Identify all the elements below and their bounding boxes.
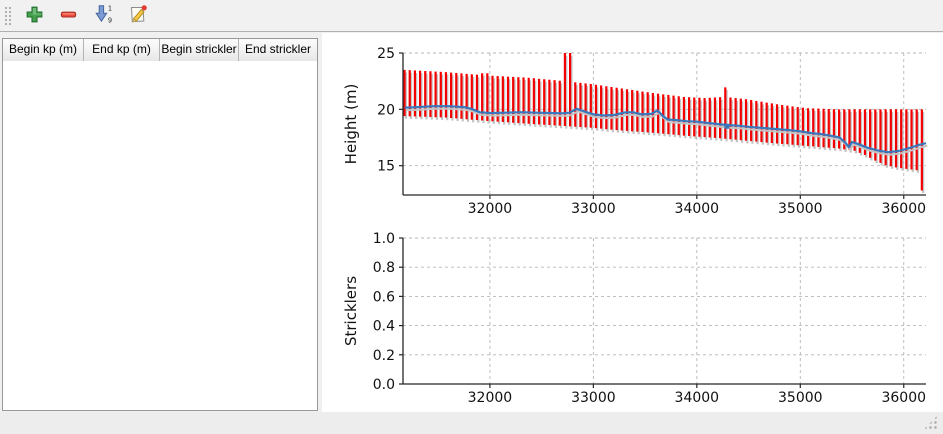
svg-text:33000: 33000	[571, 390, 616, 406]
window-resize-grip[interactable]	[923, 415, 938, 430]
svg-text:34000: 34000	[675, 390, 720, 406]
svg-text:35000: 35000	[778, 201, 823, 217]
svg-text:33000: 33000	[571, 201, 616, 217]
svg-text:0.6: 0.6	[373, 289, 395, 305]
height-and-stricklers-figure: 32000 33000 34000 35000 36000 15 20 25 Height (m…	[342, 46, 928, 406]
toolbar: 1 9	[0, 0, 943, 32]
svg-text:36000: 36000	[881, 201, 926, 217]
svg-text:20: 20	[377, 102, 395, 118]
svg-text:0.0: 0.0	[373, 377, 395, 393]
sort-numeric-button[interactable]: 1 9	[91, 3, 117, 29]
table-body-empty[interactable]	[3, 61, 317, 410]
column-header-end-kp[interactable]: End kp (m)	[84, 39, 160, 61]
table-header-row: Begin kp (m) End kp (m) Begin strickler …	[3, 39, 317, 62]
svg-text:36000: 36000	[881, 390, 926, 406]
svg-text:32000: 32000	[468, 201, 513, 217]
charts-panel: 32000 33000 34000 35000 36000 15 20 25 Height (m…	[322, 33, 943, 412]
svg-text:34000: 34000	[675, 201, 720, 217]
column-header-end-strickler[interactable]: End strickler	[244, 42, 312, 56]
strickler-table: Begin kp (m) End kp (m) Begin strickler …	[2, 38, 318, 411]
svg-text:0.8: 0.8	[373, 260, 395, 276]
edit-icon	[127, 4, 148, 28]
plus-icon	[26, 6, 43, 26]
svg-text:35000: 35000	[778, 390, 823, 406]
svg-text:0.4: 0.4	[373, 319, 395, 335]
sort-numeric-icon: 1 9	[94, 4, 114, 27]
svg-text:25: 25	[377, 46, 395, 62]
column-header-begin-strickler[interactable]: Begin strickler	[160, 39, 239, 61]
column-header-begin-kp[interactable]: Begin kp (m)	[3, 39, 84, 61]
svg-text:1.0: 1.0	[373, 231, 395, 247]
svg-text:32000: 32000	[468, 390, 513, 406]
svg-text:15: 15	[377, 159, 395, 175]
svg-text:1: 1	[108, 6, 112, 13]
status-bar	[0, 412, 943, 434]
toolbar-drag-handle[interactable]	[4, 5, 11, 26]
minus-icon	[60, 6, 77, 26]
svg-text:Height (m): Height (m)	[342, 84, 360, 165]
svg-text:Stricklers: Stricklers	[342, 276, 360, 346]
svg-text:9: 9	[108, 17, 112, 24]
edit-button[interactable]	[124, 3, 150, 29]
remove-row-button[interactable]	[55, 3, 81, 29]
add-row-button[interactable]	[21, 3, 47, 29]
svg-text:0.2: 0.2	[373, 348, 395, 364]
